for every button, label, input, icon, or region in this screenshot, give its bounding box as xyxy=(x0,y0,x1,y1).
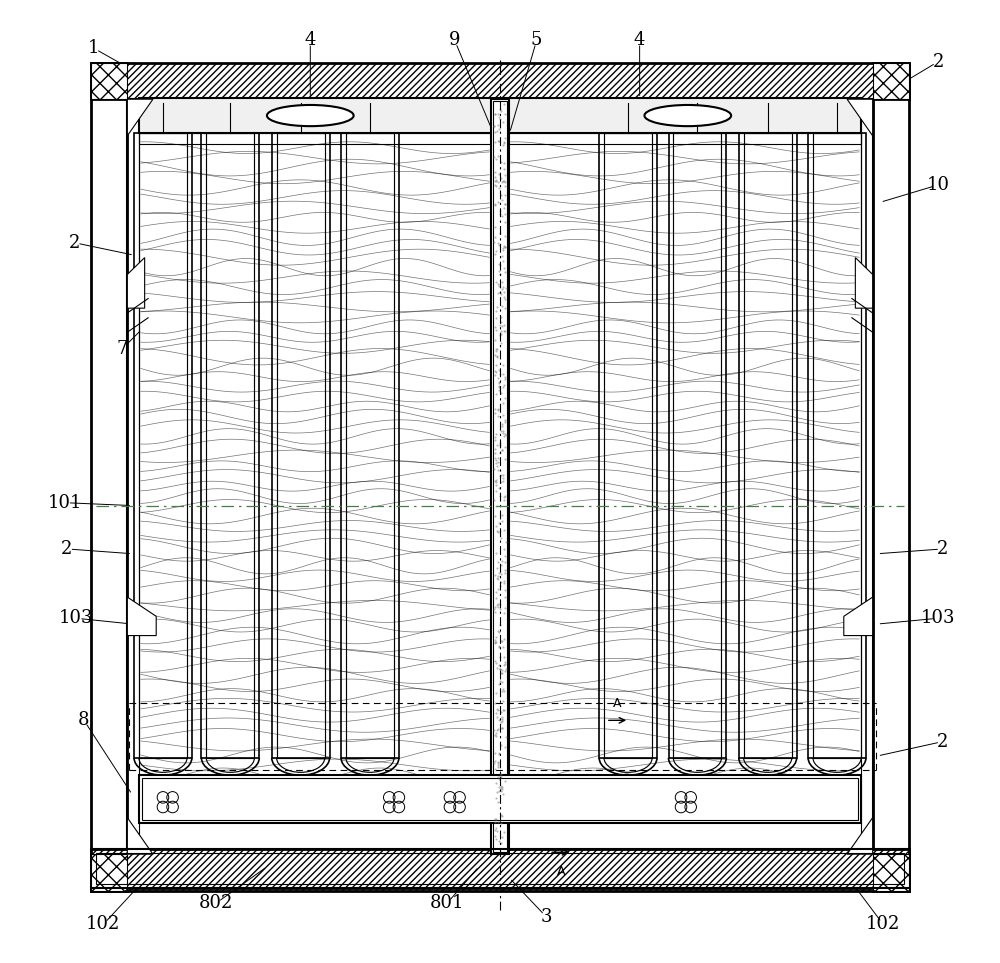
Bar xyxy=(873,854,909,891)
Polygon shape xyxy=(855,257,873,308)
Bar xyxy=(139,98,861,133)
Bar xyxy=(91,63,127,99)
Text: 802: 802 xyxy=(199,895,233,912)
Text: 101: 101 xyxy=(47,494,82,511)
Bar xyxy=(346,133,394,758)
Text: 3: 3 xyxy=(540,908,552,925)
Bar xyxy=(201,133,259,758)
Bar xyxy=(277,133,325,758)
Polygon shape xyxy=(844,597,873,636)
Text: 7: 7 xyxy=(117,340,128,357)
Text: 4: 4 xyxy=(305,32,316,49)
Text: A: A xyxy=(556,865,565,877)
Bar xyxy=(599,133,657,758)
Bar xyxy=(96,853,904,884)
Text: 102: 102 xyxy=(86,916,120,933)
Text: A: A xyxy=(613,697,622,710)
Bar xyxy=(744,133,792,758)
Bar xyxy=(493,101,507,852)
Text: 1: 1 xyxy=(88,39,99,57)
Bar xyxy=(139,133,187,758)
Bar xyxy=(808,133,866,758)
Polygon shape xyxy=(847,99,873,136)
Text: 4: 4 xyxy=(634,32,645,49)
Text: 9: 9 xyxy=(449,32,460,49)
Text: 5: 5 xyxy=(531,32,542,49)
Text: 2: 2 xyxy=(932,53,944,70)
Bar xyxy=(127,99,139,854)
Bar xyxy=(91,854,127,891)
Bar xyxy=(91,854,909,891)
Bar xyxy=(91,63,909,99)
Text: 102: 102 xyxy=(866,916,900,933)
Bar xyxy=(673,133,721,758)
Polygon shape xyxy=(847,818,873,854)
Text: 103: 103 xyxy=(921,610,955,627)
Bar xyxy=(127,99,873,854)
Bar xyxy=(91,849,909,888)
Bar xyxy=(91,63,127,891)
Text: 2: 2 xyxy=(937,733,949,750)
Polygon shape xyxy=(127,257,145,308)
Text: 801: 801 xyxy=(430,895,464,912)
Bar xyxy=(491,99,509,854)
Bar xyxy=(873,63,909,99)
Bar xyxy=(873,63,909,891)
Text: 2: 2 xyxy=(937,540,949,558)
Bar xyxy=(861,99,873,854)
Text: 2: 2 xyxy=(69,234,80,251)
Bar xyxy=(272,133,330,758)
Bar xyxy=(134,133,192,758)
Bar xyxy=(739,133,797,758)
Bar xyxy=(341,133,399,758)
Bar xyxy=(139,133,861,144)
Polygon shape xyxy=(127,818,153,854)
Bar xyxy=(206,133,254,758)
Polygon shape xyxy=(127,597,156,636)
Bar xyxy=(669,133,726,758)
Bar xyxy=(813,133,861,758)
Bar xyxy=(139,775,861,823)
Text: 103: 103 xyxy=(59,610,94,627)
Bar xyxy=(142,778,858,820)
Text: 10: 10 xyxy=(927,176,950,194)
Text: 2: 2 xyxy=(61,540,72,558)
Bar xyxy=(604,133,652,758)
Ellipse shape xyxy=(267,105,354,126)
Ellipse shape xyxy=(644,105,731,126)
Text: 8: 8 xyxy=(78,712,90,729)
Polygon shape xyxy=(127,99,153,136)
